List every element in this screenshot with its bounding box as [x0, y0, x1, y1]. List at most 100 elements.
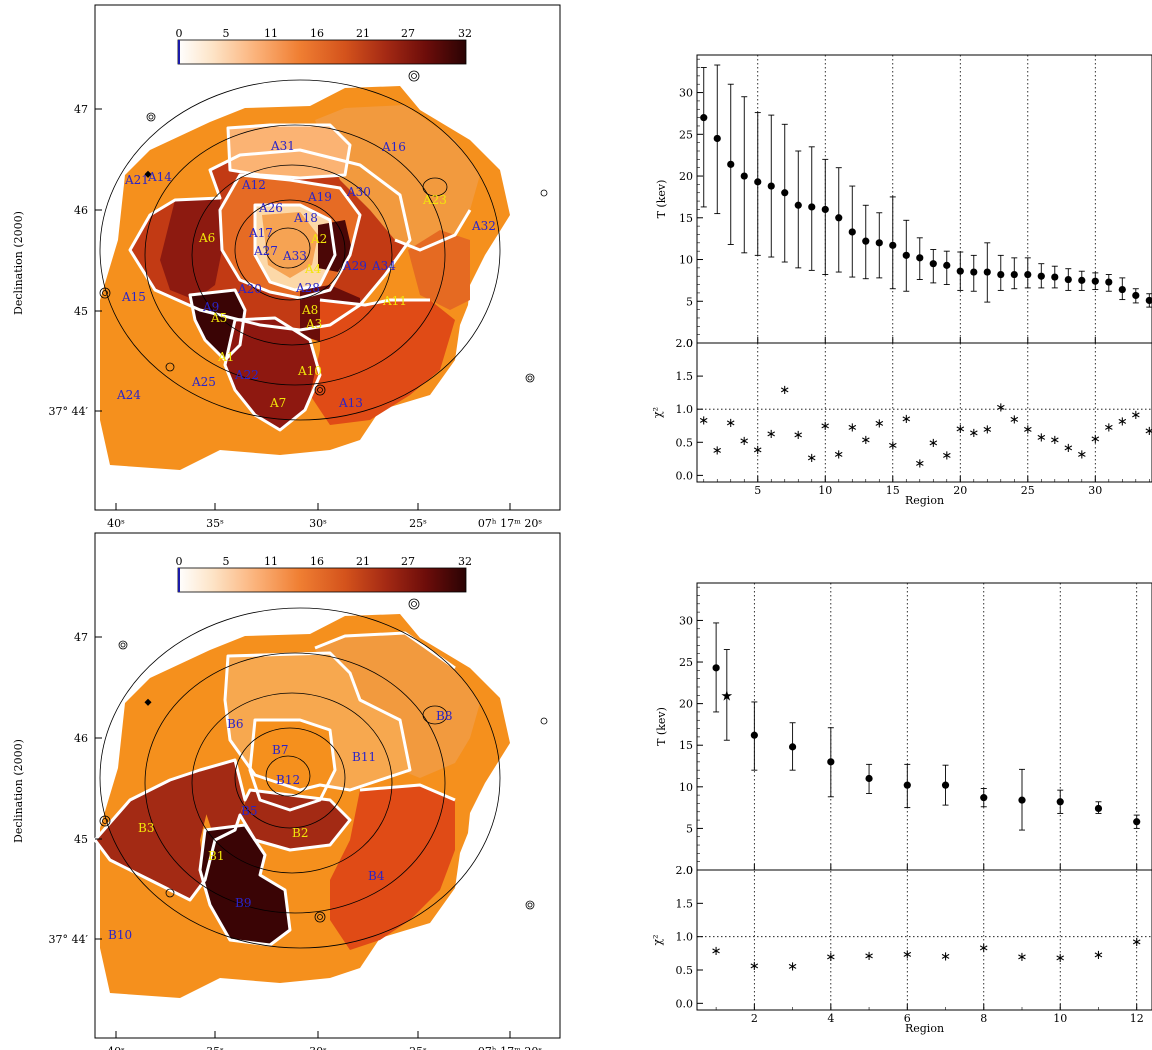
colorbar-tick-label: 5	[223, 555, 230, 568]
chi2-point: ∗	[833, 448, 844, 463]
data-point	[956, 267, 964, 275]
data-point	[1094, 804, 1103, 813]
region-label: A11	[382, 294, 407, 308]
region-label: A17	[248, 226, 273, 240]
chi2-point: ∗	[928, 436, 939, 451]
region-label: A31	[270, 139, 295, 153]
region-label: A29	[342, 259, 367, 273]
temperature-ylabel: T (kev)	[655, 180, 668, 219]
region-label: A10	[297, 364, 322, 378]
temperature-ylabel: T (kev)	[655, 707, 668, 746]
chi2-point: ∗	[860, 433, 871, 448]
x-tick-label: 12	[1130, 1012, 1144, 1025]
chi2-y-tick-label: 2.0	[676, 864, 694, 877]
region-label: B7	[272, 743, 288, 757]
chi2-ylabel: χ²	[651, 407, 664, 418]
chi2-point: ∗	[982, 423, 993, 438]
chi2-point: ∗	[752, 443, 763, 458]
region-label: A5	[210, 311, 227, 325]
map-y-tick-label: 47	[74, 103, 88, 116]
region-label: B11	[352, 750, 376, 764]
chi2-point: ∗	[698, 413, 709, 428]
top-map-region-labels: A1 A2 A3 A4 A5 A6 A7 A8 A9 A10 A11 A12 A13 A14 A15 A16 A…	[116, 139, 496, 410]
data-point	[754, 178, 762, 186]
data-point	[700, 114, 708, 122]
x-tick-label: 20	[953, 484, 967, 497]
data-point	[750, 731, 758, 739]
region-label: B9	[235, 896, 251, 910]
map-x-tick-label: 40ˢ	[107, 1045, 125, 1050]
colorbar-tick-label: 27	[401, 27, 415, 40]
region-label: B4	[368, 869, 385, 883]
map-x-tick-label: 07ʰ 17ᵐ 20ˢ	[478, 1045, 542, 1050]
data-point	[943, 261, 951, 269]
x-tick-label: 2	[751, 1012, 758, 1025]
chi2-point: ∗	[1017, 950, 1028, 965]
chi2-point: ∗	[1022, 423, 1033, 438]
chi2-point: ∗	[779, 383, 790, 398]
x-tick-label: 6	[904, 1012, 911, 1025]
region-label: A8	[301, 303, 318, 317]
x-tick-label: 5	[754, 484, 761, 497]
data-point	[848, 228, 856, 236]
map-ylabel: Declination (2000)	[12, 739, 25, 843]
data-point	[713, 134, 721, 143]
region-label: A7	[269, 396, 286, 410]
region-label: A18	[293, 211, 318, 225]
chi2-point: ∗	[978, 941, 989, 956]
top-map-axes: 40ˢ 35ˢ 30ˢ 25ˢ 07ʰ 17ᵐ 20ˢ 47 46 45 37° 44′ Decl…	[12, 103, 542, 530]
chi2-point: ∗	[901, 412, 912, 427]
data-point	[827, 758, 835, 766]
data-point	[1037, 272, 1045, 280]
chi2-point: ∗	[1063, 441, 1074, 456]
region-label: A15	[121, 290, 146, 304]
x-tick-label: 30	[1088, 484, 1102, 497]
temperature-panel-frame	[696, 54, 1152, 344]
data-point	[1133, 818, 1141, 826]
region-label: B12	[276, 773, 300, 787]
colorbar-tick-label: 11	[264, 555, 278, 568]
chi2-panel-frame	[696, 869, 1152, 1011]
data-point	[970, 268, 978, 276]
chi2-point: ∗	[793, 428, 804, 443]
data-point	[794, 201, 802, 209]
map-y-tick-label: 47	[74, 631, 88, 644]
chi2-point: ∗	[1090, 432, 1101, 447]
chi2-point: ∗	[1117, 415, 1128, 430]
data-point	[808, 203, 816, 211]
data-point	[980, 794, 988, 802]
data-point	[875, 239, 883, 247]
map-y-tick-label: 37° 44′	[49, 405, 89, 418]
data-point-star: ★	[721, 688, 734, 704]
chi2-point: ∗	[887, 438, 898, 453]
chi2-point: ∗	[749, 959, 760, 974]
region-label: A2	[310, 232, 327, 246]
region-label: A34	[371, 259, 396, 273]
chi2-point: ∗	[739, 434, 750, 449]
region-label: B3	[138, 821, 154, 835]
chi2-point: ∗	[806, 451, 817, 466]
region-label: B8	[436, 709, 452, 723]
data-point	[1010, 270, 1018, 279]
chi2-point: ∗	[1093, 948, 1104, 963]
chi2-point: ∗	[1076, 448, 1087, 463]
data-point	[1018, 796, 1026, 804]
region-label: A6	[198, 231, 215, 245]
x-tick-label: 25	[1021, 484, 1035, 497]
region-label: B5	[241, 804, 257, 818]
data-point	[929, 260, 937, 268]
data-point	[1145, 296, 1152, 305]
region-xlabel: Region	[905, 1022, 944, 1035]
data-point	[788, 743, 797, 751]
data-point	[821, 205, 829, 214]
map-x-tick-label: 35ˢ	[206, 1045, 224, 1050]
bottom-map-axes: 40ˢ 35ˢ 30ˢ 25ˢ 07ʰ 17ᵐ 20ˢ 47 46 45 37° 44′ Decl…	[12, 631, 542, 1050]
colorbar-tick-label: 32	[458, 27, 472, 40]
y-tick-label: 30	[679, 614, 693, 627]
region-label: A26	[258, 201, 283, 215]
region-label: A20	[237, 282, 262, 296]
chi2-point: ∗	[766, 427, 777, 442]
chi2-point: ∗	[1131, 935, 1142, 950]
colorbar-tick-label: 11	[264, 27, 278, 40]
map-x-tick-label: 40ˢ	[107, 517, 125, 530]
